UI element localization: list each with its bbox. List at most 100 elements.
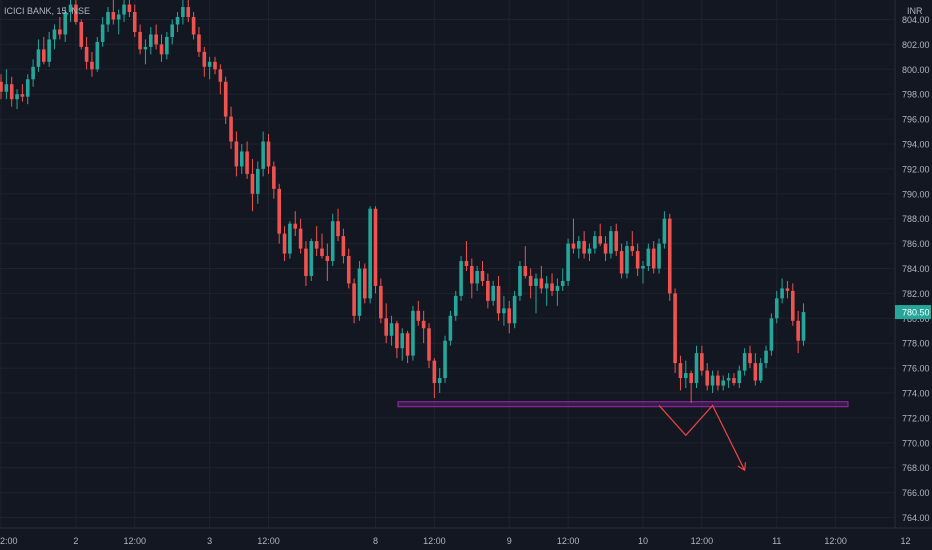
candle[interactable] [587,243,592,262]
candle[interactable] [74,0,78,25]
candle[interactable] [716,370,720,391]
candle[interactable] [234,131,239,177]
candle[interactable] [443,335,447,384]
candle[interactable] [758,358,763,384]
candle[interactable] [20,84,25,102]
candle[interactable] [614,223,619,257]
candle[interactable] [320,233,324,259]
candle[interactable] [47,31,51,67]
candle[interactable] [566,238,570,286]
candle[interactable] [0,74,3,100]
candle[interactable] [609,226,613,259]
candle[interactable] [346,248,351,289]
candle[interactable] [769,313,774,356]
candle[interactable] [657,238,661,274]
candle[interactable] [100,17,105,47]
candle[interactable] [15,89,19,110]
candle[interactable] [475,266,479,291]
candle[interactable] [52,24,57,50]
candle[interactable] [748,345,752,369]
candle[interactable] [111,0,116,25]
candle[interactable] [550,273,554,296]
candle[interactable] [379,278,383,324]
candle[interactable] [207,56,212,80]
candle[interactable] [31,59,35,87]
candle[interactable] [641,261,645,284]
candle[interactable] [191,12,196,40]
candle[interactable] [571,218,576,254]
candle[interactable] [470,258,474,299]
candle[interactable] [170,19,174,45]
candle[interactable] [325,243,330,281]
candle[interactable] [502,295,506,326]
candle[interactable] [138,24,142,55]
candle[interactable] [95,36,100,72]
candle[interactable] [598,223,602,247]
candle[interactable] [518,261,522,301]
candle[interactable] [791,283,795,326]
candle[interactable] [651,241,656,274]
candle[interactable] [42,36,46,65]
candle[interactable] [197,26,201,57]
candle[interactable] [149,26,153,55]
support-zone[interactable] [397,401,849,408]
candle[interactable] [646,243,651,271]
candle[interactable] [555,278,560,306]
candle[interactable] [395,320,399,359]
candle[interactable] [373,206,378,294]
candle[interactable] [625,241,629,279]
candle[interactable] [384,303,388,344]
candle[interactable] [801,303,806,346]
candle[interactable] [464,241,469,271]
candle[interactable] [411,305,415,361]
candle[interactable] [705,363,709,391]
candle[interactable] [453,290,458,321]
candle[interactable] [330,213,335,267]
candle[interactable] [528,268,533,299]
candle[interactable] [486,273,490,309]
candle[interactable] [603,236,608,262]
candle[interactable] [63,7,67,42]
candle[interactable] [245,141,249,179]
candle[interactable] [341,228,346,264]
candle[interactable] [143,39,148,65]
candle[interactable] [544,275,549,306]
candle[interactable] [309,238,314,281]
candle[interactable] [427,323,431,369]
candle[interactable] [389,315,394,346]
candle[interactable] [250,158,255,212]
candle[interactable] [58,17,62,40]
candle[interactable] [416,300,421,326]
candle[interactable] [352,278,356,324]
candle[interactable] [213,56,217,75]
candle[interactable] [700,345,704,376]
candle[interactable] [261,131,265,177]
candle[interactable] [25,74,30,105]
candle[interactable] [363,263,367,304]
candle[interactable] [507,300,512,334]
candle[interactable] [796,310,800,354]
candle[interactable] [36,39,41,72]
candle[interactable] [496,275,501,321]
candle[interactable] [534,273,538,314]
candle[interactable] [368,206,372,304]
candle[interactable] [106,7,110,32]
candle[interactable] [523,246,528,279]
candle[interactable] [459,256,463,301]
candle[interactable] [90,51,94,77]
candle[interactable] [673,288,677,374]
candle[interactable] [218,64,223,95]
candle[interactable] [256,161,260,204]
candle[interactable] [357,261,362,321]
candle[interactable] [9,76,14,107]
candle[interactable] [400,328,405,361]
candle[interactable] [181,0,185,25]
candle[interactable] [84,36,89,70]
candle[interactable] [662,211,667,249]
candle[interactable] [689,370,693,403]
candle[interactable] [288,221,292,259]
candle[interactable] [448,310,453,346]
candle[interactable] [785,280,790,299]
candle[interactable] [293,211,298,237]
